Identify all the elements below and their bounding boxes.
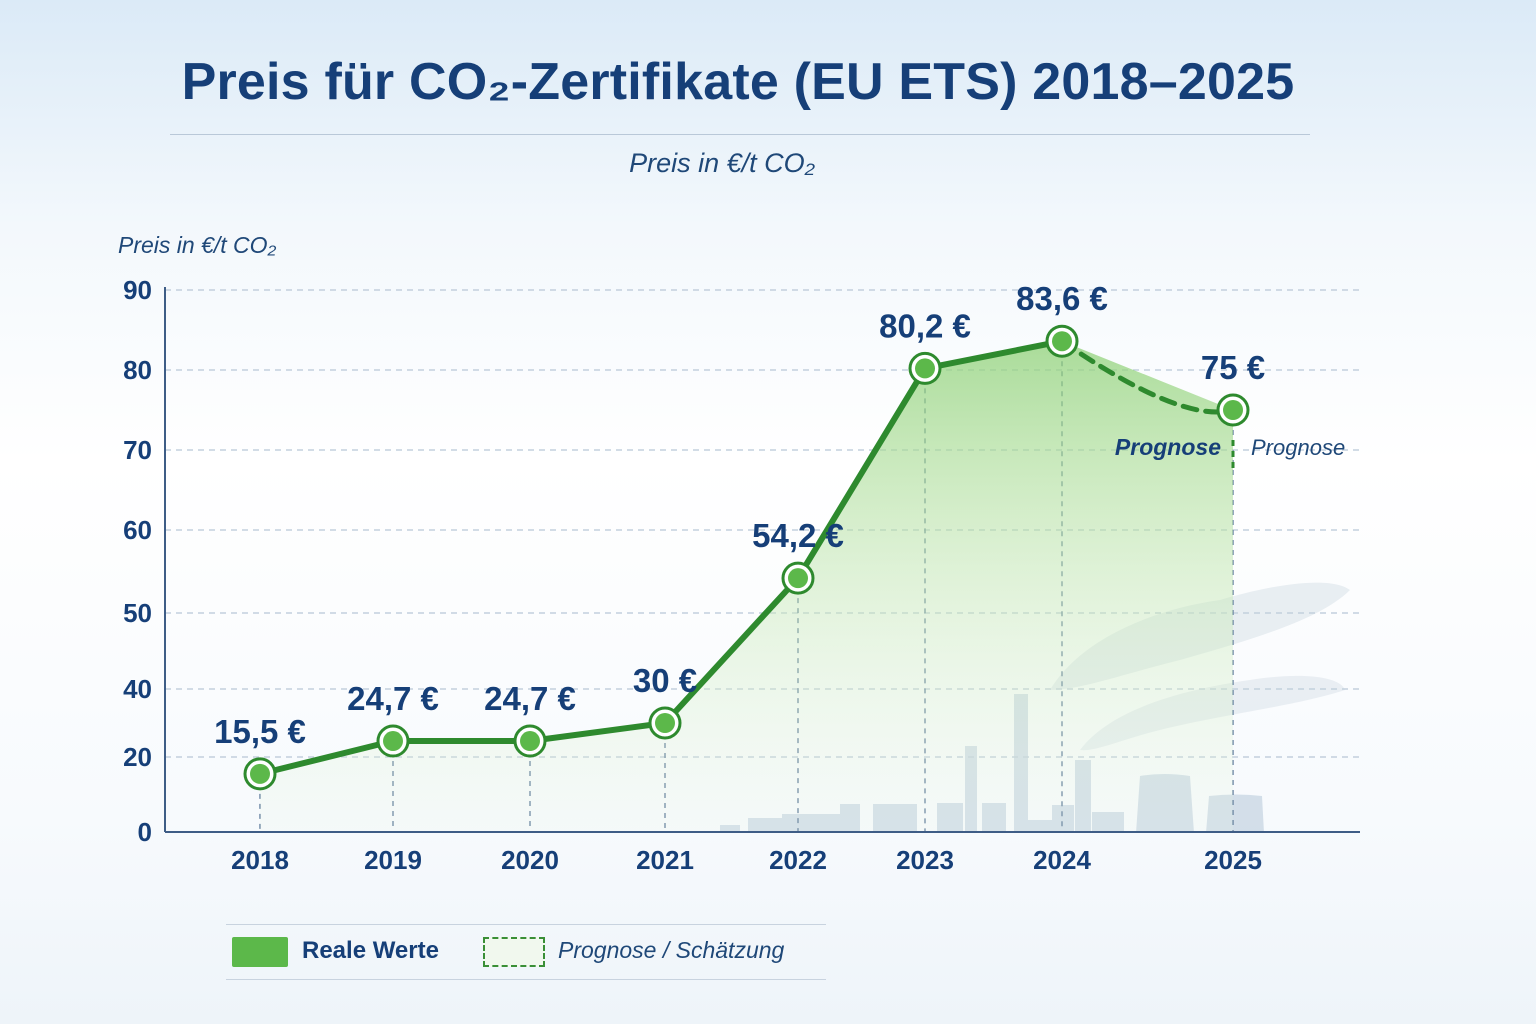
y-tick-label: 40 [123,674,152,704]
data-label: 75 € [1201,349,1265,386]
data-label: 54,2 € [752,517,844,554]
x-tick-label: 2019 [364,845,422,875]
legend: Reale Werte Prognose / Schätzung [226,924,826,980]
x-tick-label: 2024 [1033,845,1091,875]
annotations: Prognose Prognose [1115,434,1345,470]
data-markers [243,324,1250,791]
x-tick-label: 2018 [231,845,289,875]
data-point [1052,331,1072,352]
x-tick-label: 2025 [1204,845,1262,875]
y-tick-label: 0 [138,817,152,847]
data-label: 15,5 € [214,713,306,750]
data-label: 83,6 € [1016,280,1108,317]
y-tick-label: 80 [123,355,152,385]
data-label: 24,7 € [347,680,439,717]
data-point [383,731,403,752]
chart-subtitle: Preis in €/t CO₂ [629,148,815,178]
annotation-prognose: Prognose [1251,435,1345,460]
data-label: 30 € [633,662,697,699]
data-point [1223,400,1243,420]
annotation-prognose-bold: Prognose [1115,434,1221,460]
y-tick-label: 50 [123,598,152,628]
legend-swatch-prognose [483,937,545,967]
legend-label-reale-werte: Reale Werte [302,937,439,964]
y-tick-label: 90 [123,275,152,305]
legend-swatch-reale-werte [232,937,288,967]
y-axis-title: Preis in €/t CO₂ [118,232,277,258]
x-tick-label: 2021 [636,845,694,875]
data-point [655,713,675,733]
x-tick-labels: 2018 2019 2020 2021 2022 2023 2024 2025 [231,845,1262,875]
y-tick-label: 70 [123,435,152,465]
data-point [788,568,808,589]
y-tick-label: 20 [123,742,152,772]
area-fill [260,341,1233,832]
title-divider [170,134,1310,135]
x-tick-label: 2023 [896,845,954,875]
data-point [915,358,935,379]
data-label: 80,2 € [879,307,971,344]
data-label: 24,7 € [484,680,576,717]
data-labels: 15,5 € 24,7 € 24,7 € 30 € 54,2 € 80,2 € 83,6 €… [214,280,1265,750]
x-tick-label: 2020 [501,845,559,875]
chart-title: Preis für CO₂-Zertifikate (EU ETS) 2018–… [181,53,1295,111]
data-point [250,763,270,784]
x-tick-label: 2022 [769,845,827,875]
y-tick-labels: 0 20 40 50 60 70 80 90 [123,275,152,847]
data-point [520,731,540,752]
y-tick-label: 60 [123,515,152,545]
legend-label-prognose: Prognose / Schätzung [558,937,785,963]
